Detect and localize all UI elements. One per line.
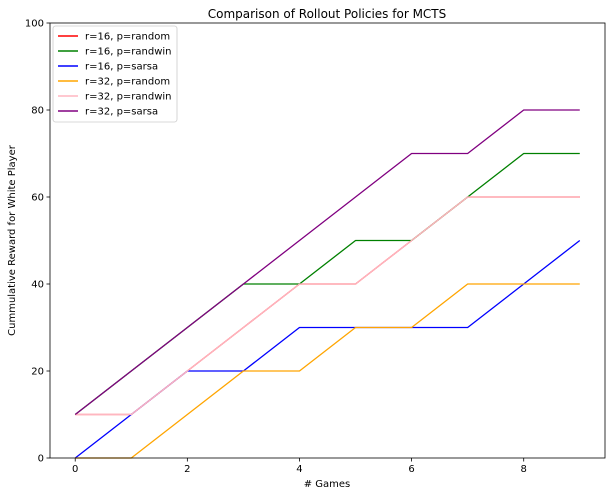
x-axis: 0 2 4 6 8 (72, 458, 527, 475)
y-axis-title: Cummulative Reward for White Player (7, 144, 18, 336)
legend-label: r=16, p=sarsa (85, 62, 158, 73)
legend-label: r=16, p=random (85, 32, 170, 43)
y-tick-label: 80 (31, 106, 44, 117)
series-line-r-32-p-sarsa (74, 109, 580, 416)
chart-title: Comparison of Rollout Policies for MCTS (208, 7, 447, 21)
plot-frame (49, 22, 606, 459)
x-tick-label: 4 (296, 464, 302, 475)
x-tick-label: 0 (72, 464, 78, 475)
series-lines (74, 109, 581, 459)
legend-label: r=32, p=randwin (85, 92, 172, 103)
legend-label: r=32, p=sarsa (85, 107, 158, 118)
x-axis-title: # Games (304, 479, 351, 490)
y-axis: 0 20 40 60 80 100 (25, 19, 50, 465)
legend-label: r=16, p=randwin (85, 47, 172, 58)
x-tick-label: 6 (408, 464, 414, 475)
series-line-r-32-p-random (75, 283, 580, 459)
y-tick-label: 60 (31, 193, 44, 204)
legend-label: r=32, p=random (85, 77, 170, 88)
y-tick-label: 100 (25, 19, 44, 30)
x-tick-label: 2 (184, 464, 190, 475)
legend-box (52, 25, 178, 123)
y-tick-label: 0 (38, 454, 44, 465)
x-tick-label: 8 (521, 464, 527, 475)
series-line-r-32-p-randwin (75, 196, 580, 416)
legend: r=16, p=random r=16, p=randwin r=16, p=sar… (52, 25, 178, 123)
y-tick-label: 20 (31, 367, 44, 378)
y-tick-label: 40 (31, 280, 44, 291)
